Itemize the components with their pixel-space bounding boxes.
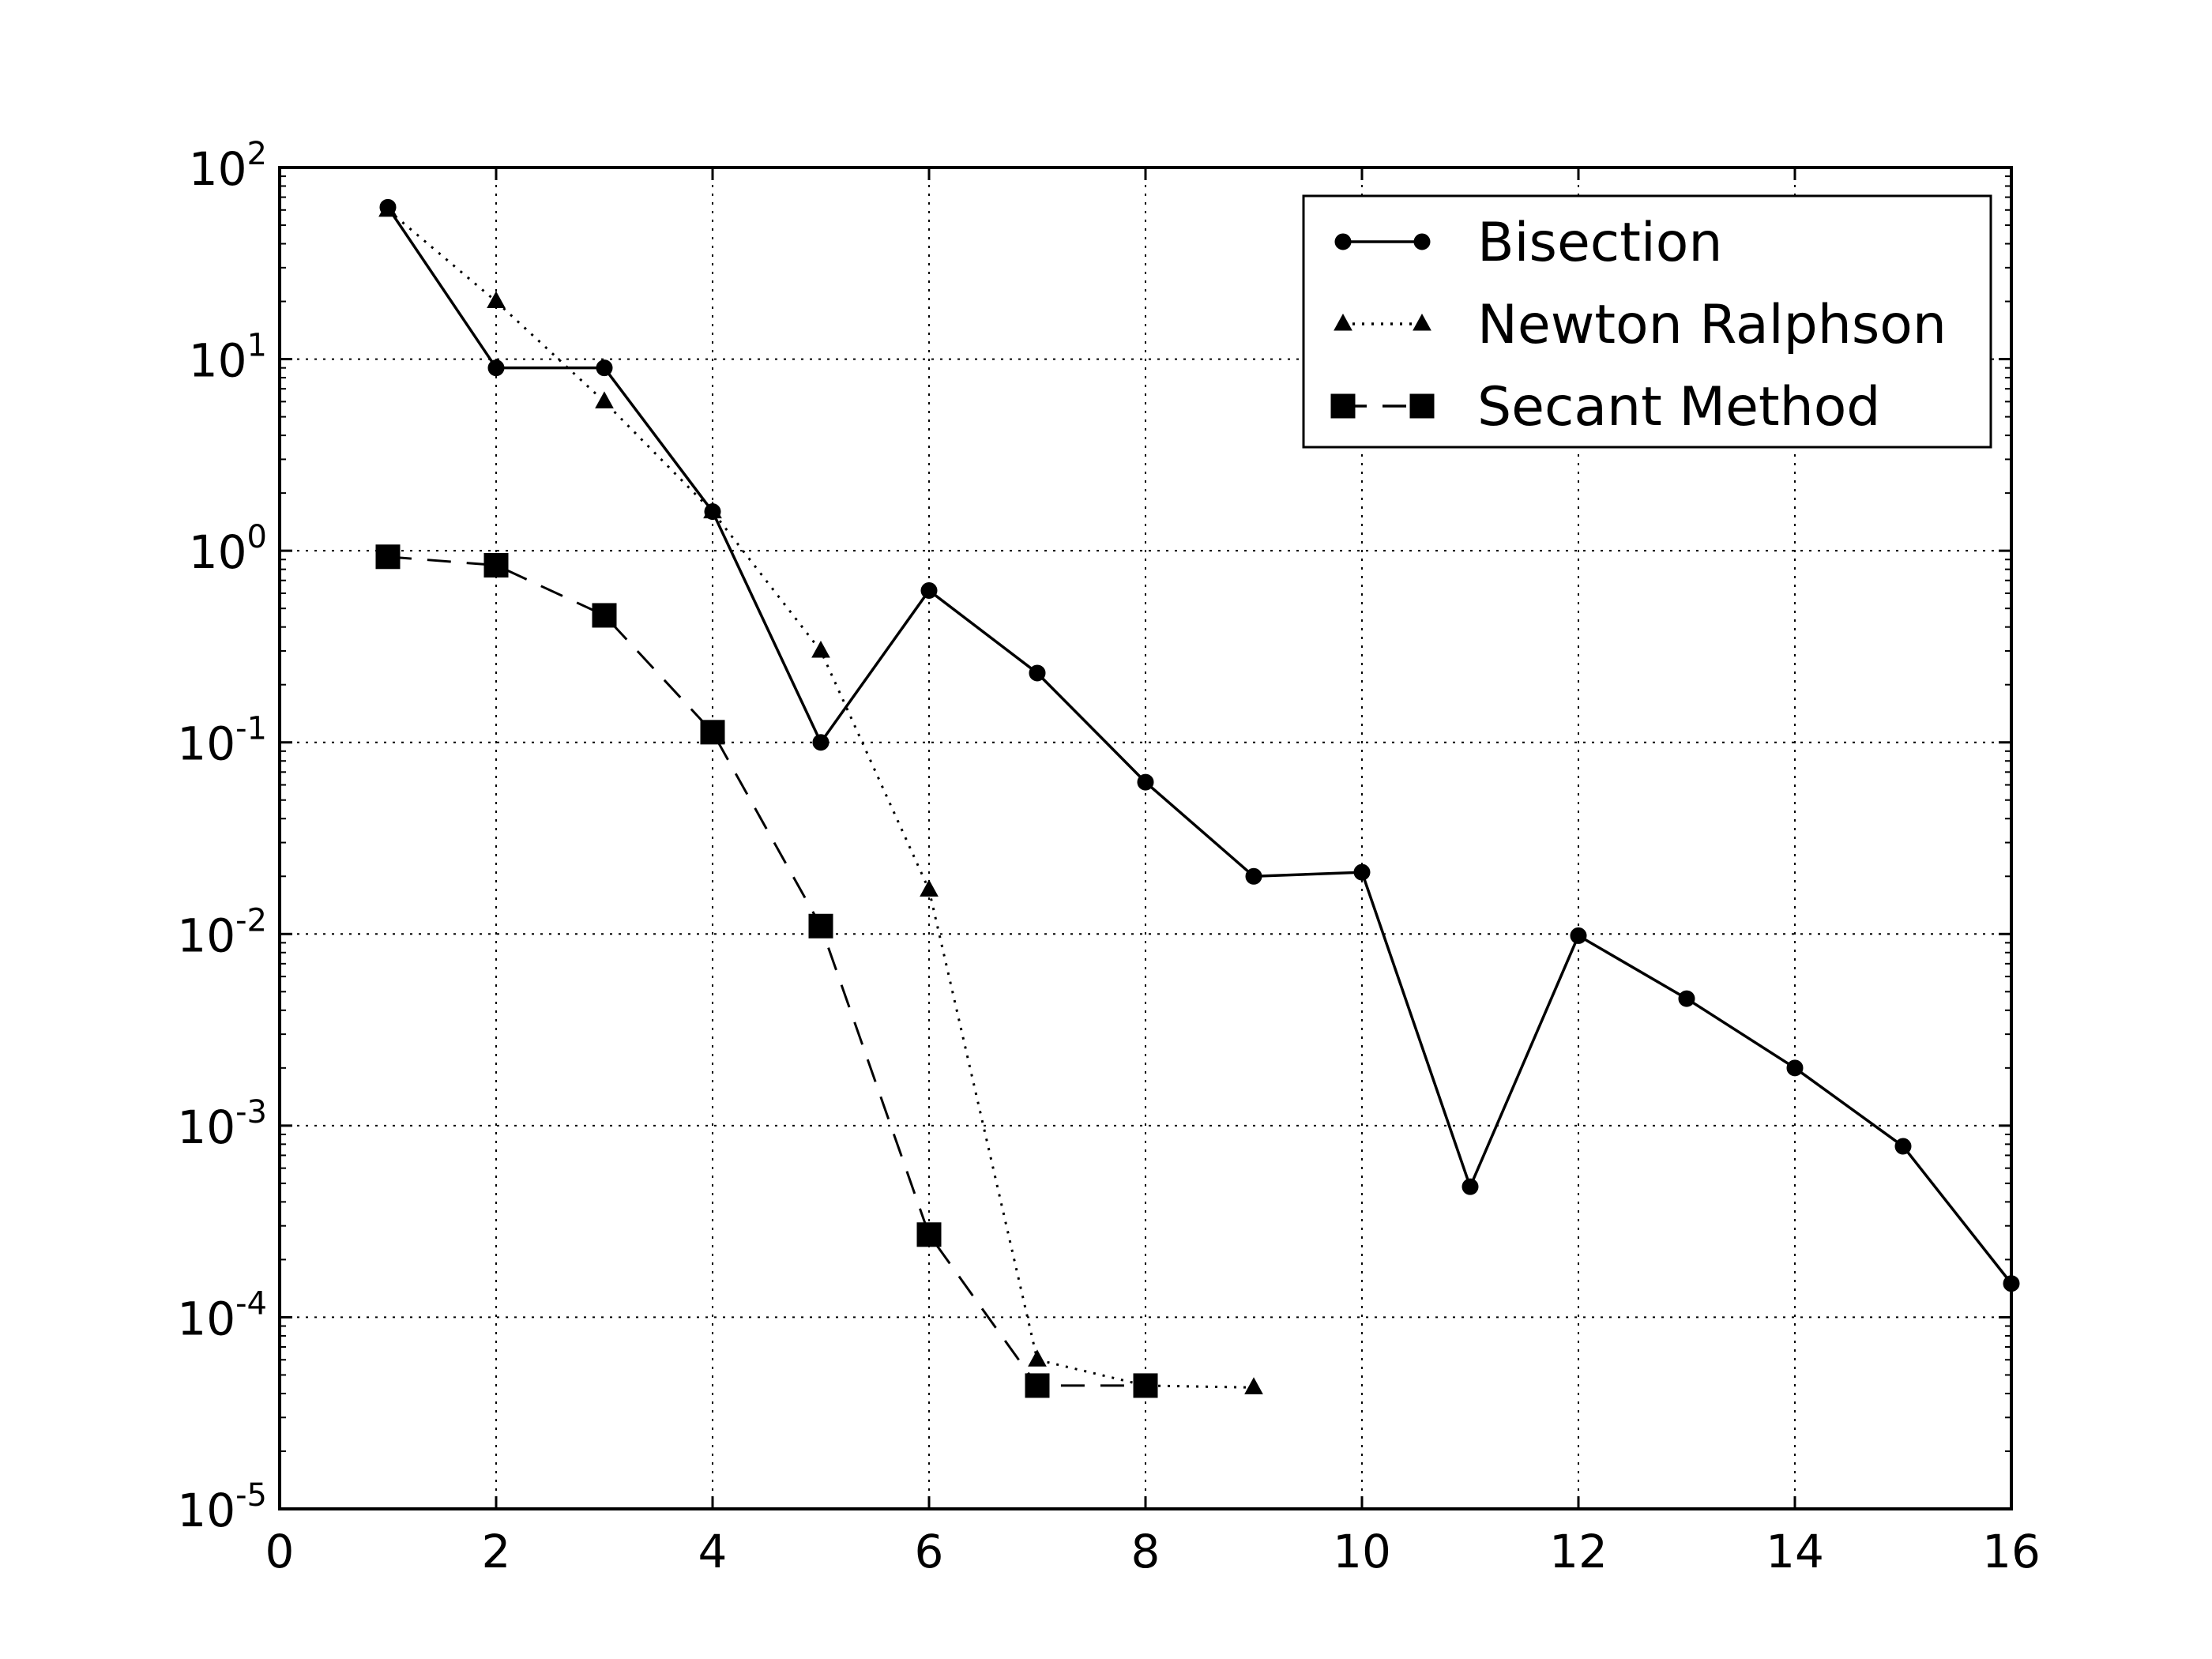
y-tick-exponent: -2 (235, 902, 267, 939)
y-tick-base: 10 (177, 1100, 235, 1154)
x-tick-labels: 0 2 4 6 8 10 12 14 16 (265, 1525, 2041, 1578)
y-tick-base: 10 (177, 1484, 235, 1537)
y-tick-base: 10 (189, 142, 247, 196)
legend: Bisection Newton Ralphson Secant Method (1302, 194, 1992, 449)
data-point-secant-method (483, 553, 509, 578)
data-point-bisection (1353, 863, 1371, 881)
y-tick-label: 10-2 (177, 902, 267, 962)
data-point-bisection (487, 359, 505, 377)
y-tick-base: 10 (189, 525, 247, 579)
axes-frame (278, 166, 2013, 1510)
data-point-secant-method (700, 720, 725, 745)
data-point-secant-method (916, 1222, 942, 1247)
x-tick-label: 4 (698, 1525, 728, 1578)
legend-marker-newton-ralphson (1334, 313, 1352, 331)
data-point-bisection (1462, 1178, 1479, 1195)
data-point-bisection (812, 734, 830, 751)
legend-marker-bisection (1334, 233, 1352, 250)
y-tick-base: 10 (177, 717, 235, 771)
y-tick-label: 10-5 (177, 1477, 267, 1537)
data-point-bisection (1894, 1138, 1912, 1155)
y-tick-exponent: -1 (235, 711, 267, 747)
grid (280, 167, 2011, 1509)
x-tick-label: 16 (1982, 1525, 2041, 1578)
y-tick-exponent: 1 (247, 328, 267, 364)
data-point-bisection (596, 359, 613, 377)
data-point-bisection (1570, 927, 1587, 944)
data-point-bisection (1245, 867, 1262, 885)
data-point-newton-ralphson (811, 640, 830, 658)
data-point-secant-method (1025, 1373, 1050, 1398)
data-point-bisection (920, 582, 938, 600)
legend-marker-secant-method (1330, 393, 1356, 419)
data-point-bisection (1678, 990, 1695, 1007)
legend-label-newton-ralphson: Newton Ralphson (1477, 294, 1947, 356)
y-tick-exponent: 2 (247, 136, 267, 172)
legend-marker-secant-method (1409, 393, 1435, 419)
legend-label-bisection: Bisection (1477, 212, 1722, 274)
y-tick-label: 10-3 (177, 1094, 267, 1154)
y-tick-base: 10 (177, 908, 235, 962)
y-tick-label: 10-4 (177, 1285, 267, 1345)
x-tick-label: 2 (482, 1525, 511, 1578)
data-point-bisection (379, 198, 397, 216)
data-point-newton-ralphson (1028, 1349, 1047, 1367)
series-line-newton-ralphson (387, 209, 1255, 1389)
data-point-bisection (704, 503, 721, 521)
x-tick-label: 10 (1333, 1525, 1391, 1578)
y-tick-base: 10 (177, 1292, 235, 1345)
y-tick-exponent: -3 (235, 1094, 267, 1130)
y-tick-exponent: -5 (235, 1477, 267, 1514)
y-tick-label: 10-1 (177, 711, 267, 771)
y-tick-label: 101 (189, 328, 267, 388)
data-point-bisection (1137, 773, 1154, 791)
series-line-bisection (386, 206, 2013, 1285)
data-point-secant-method (375, 544, 401, 570)
plot-area (375, 198, 2020, 1398)
legend-label-secant-method: Secant Method (1477, 376, 1880, 438)
data-point-newton-ralphson (487, 291, 506, 309)
series-bisection (379, 198, 2020, 1292)
data-point-bisection (1029, 664, 1046, 682)
x-tick-label: 6 (915, 1525, 944, 1578)
x-tick-label: 14 (1766, 1525, 1824, 1578)
legend-marker-bisection (1413, 233, 1431, 250)
data-point-newton-ralphson (1136, 1375, 1155, 1393)
series-line-secant-method (387, 555, 1146, 1387)
data-point-secant-method (592, 603, 617, 628)
data-point-bisection (1786, 1059, 1804, 1077)
y-tick-base: 10 (189, 334, 247, 388)
data-point-newton-ralphson (1244, 1377, 1263, 1394)
legend-marker-newton-ralphson (1413, 313, 1431, 331)
y-tick-label: 102 (189, 136, 267, 196)
y-tick-exponent: -4 (235, 1285, 267, 1322)
x-tick-label: 12 (1549, 1525, 1608, 1578)
x-tick-label: 8 (1131, 1525, 1161, 1578)
y-tick-exponent: 0 (247, 519, 267, 555)
y-tick-label: 100 (189, 519, 267, 579)
data-point-newton-ralphson (595, 391, 614, 408)
data-point-secant-method (808, 913, 833, 939)
data-point-newton-ralphson (920, 879, 939, 897)
x-tick-label: 0 (265, 1525, 295, 1578)
